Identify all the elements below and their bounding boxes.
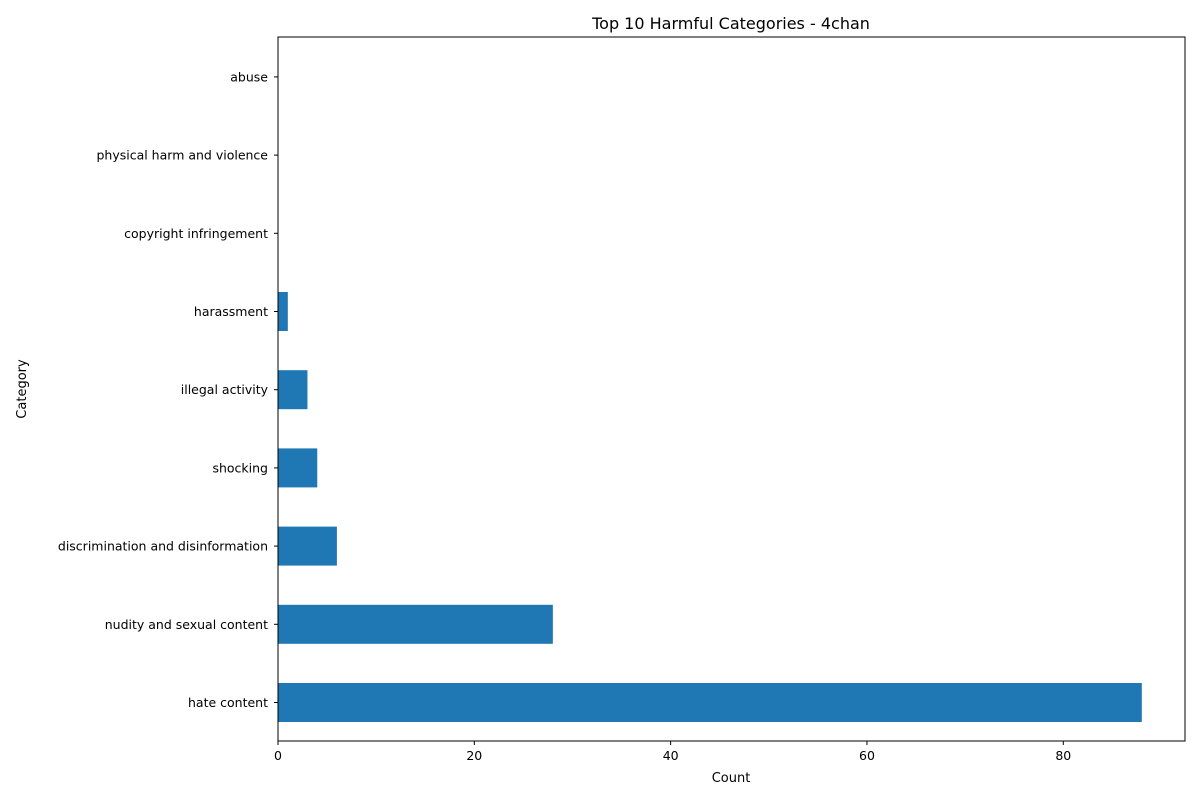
y-tick-label: shocking (212, 460, 268, 475)
bar-discrimination-and-disinformation (278, 526, 337, 566)
y-tick-label: copyright infringement (124, 226, 268, 241)
y-axis-label: Category (15, 359, 30, 419)
bar-harassment (278, 292, 288, 331)
bar-shocking (278, 448, 318, 488)
y-tick-label: hate content (188, 695, 268, 710)
plot-frame (277, 36, 1186, 742)
y-tick-label: nudity and sexual content (105, 617, 268, 632)
y-tick-label: harassment (194, 304, 268, 319)
y-tick-label: abuse (230, 69, 268, 84)
x-tick-label: 20 (466, 748, 482, 763)
x-tick-label: 60 (859, 748, 875, 763)
x-tick-label: 80 (1055, 748, 1071, 763)
chart-title: Top 10 Harmful Categories - 4chan (591, 14, 870, 33)
bar-nudity-and-sexual-content (278, 604, 553, 644)
bar-illegal-activity (278, 370, 308, 410)
y-tick-label: discrimination and disinformation (58, 539, 268, 554)
x-axis-ticks: 0 20 40 60 80 (274, 741, 1071, 763)
bars-group (278, 292, 1142, 722)
bar-hate-content (278, 683, 1142, 722)
x-tick-label: 40 (663, 748, 679, 763)
x-tick-label: 0 (274, 748, 282, 763)
y-axis-ticks: hate content nudity and sexual content dis… (58, 69, 278, 710)
y-tick-label: physical harm and violence (96, 148, 268, 163)
x-axis-label: Count (712, 771, 751, 786)
y-tick-label: illegal activity (181, 382, 269, 397)
